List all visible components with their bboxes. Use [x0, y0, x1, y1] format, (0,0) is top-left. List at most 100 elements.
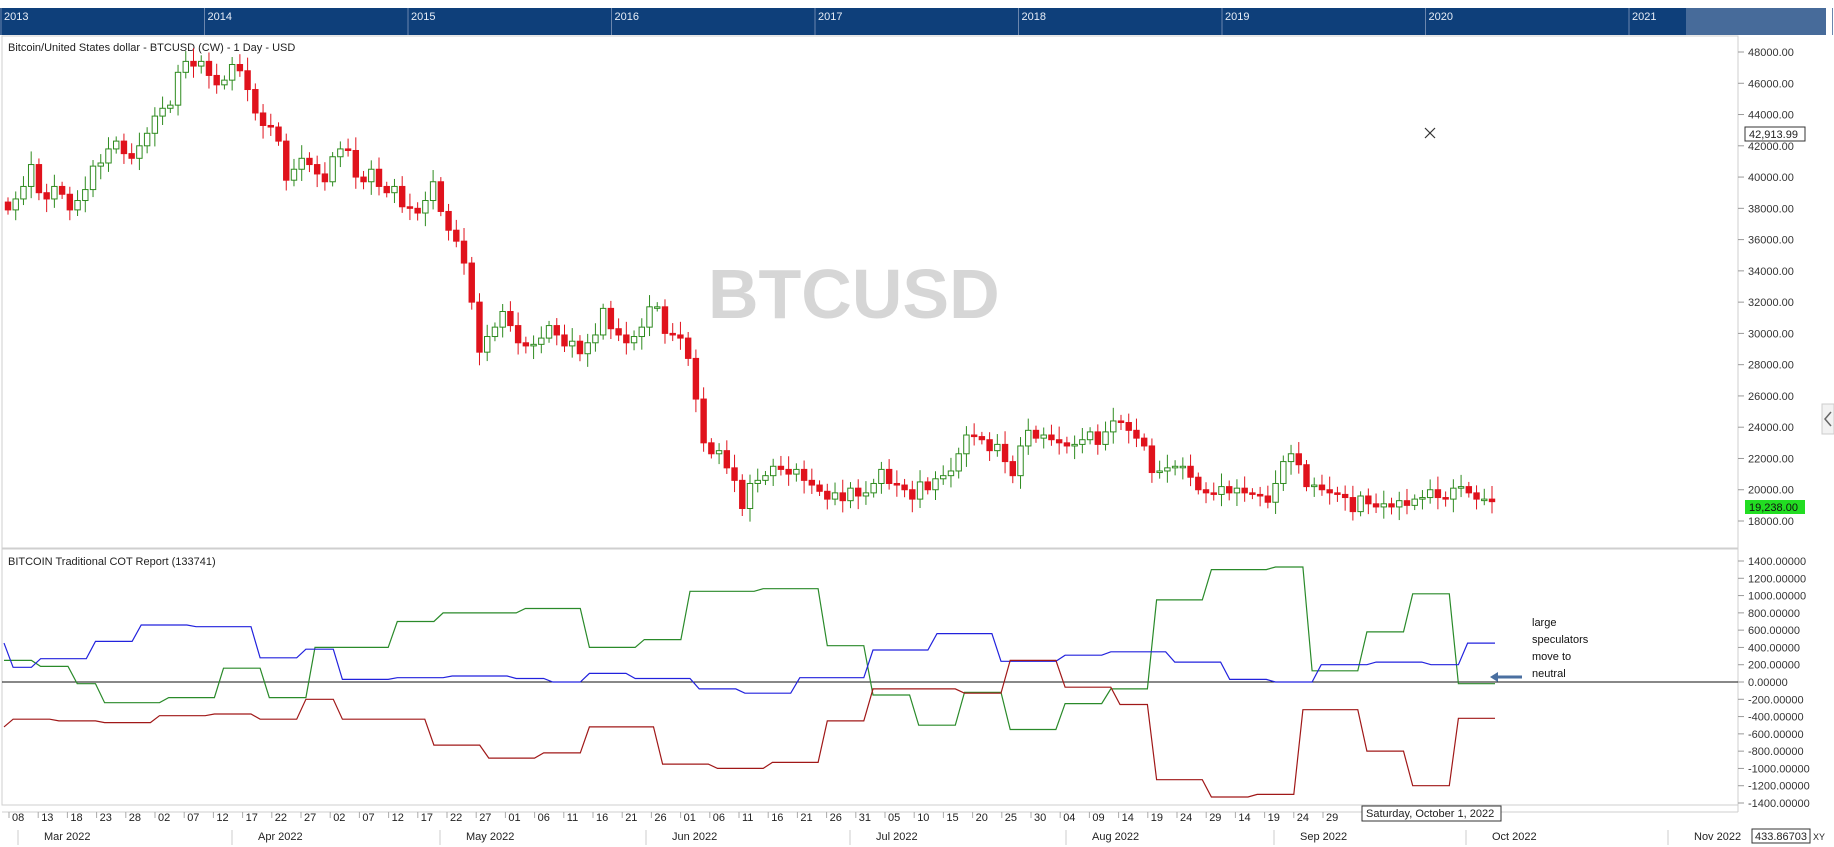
candle-body: [1171, 465, 1179, 469]
candle-body: [82, 189, 89, 202]
price-axis-label: 40000.00: [1748, 172, 1794, 184]
candle-body: [43, 192, 50, 200]
candle-body: [159, 107, 166, 117]
time-axis-day-label: 22: [450, 812, 462, 824]
price-axis: 48000.00 46000.00 44000.00 42000.00 40000.00…: [1738, 47, 1794, 528]
candle-body: [1040, 434, 1047, 439]
candle-body: [290, 168, 298, 181]
candle-body: [592, 334, 599, 344]
candle-body: [375, 168, 383, 187]
candle-body: [646, 306, 653, 328]
price-axis-label: 30000.00: [1748, 328, 1794, 340]
candle-body: [1357, 495, 1364, 513]
navigator-year-label: 2013: [4, 11, 28, 23]
candle-body: [51, 185, 58, 200]
candle-body: [530, 343, 537, 347]
cot-axis-label: -800.00000: [1748, 746, 1804, 758]
candle-body: [978, 436, 986, 441]
time-axis-day-label: 27: [304, 812, 316, 824]
navigator-selection-handle[interactable]: [1686, 8, 1826, 35]
watermark-symbol: BTCUSD: [708, 255, 1000, 333]
time-axis-month-labels: Mar 2022 Apr 2022 May 2022 Jun 2022 Jul 2022…: [17, 830, 1741, 845]
navigator-year-labels: 2013201420152016201720182019202020212022: [0, 8, 1833, 35]
navigator-year-label: 2017: [818, 11, 842, 23]
candle-body: [1017, 445, 1024, 477]
xy-toggle[interactable]: XY: [1813, 832, 1825, 842]
candle-body: [1032, 429, 1040, 439]
candle-body: [1442, 497, 1449, 500]
time-axis-day-label: 12: [392, 812, 404, 824]
candle-body: [383, 185, 390, 194]
cot-axis: 1400.00000 1200.00000 1000.00000 800.00000 6…: [1738, 556, 1810, 810]
time-axis-month-label: Apr 2022: [258, 831, 303, 843]
time-axis-day-label: 16: [596, 812, 608, 824]
navigator-year-label: 2020: [1429, 11, 1453, 23]
price-axis-label: 48000.00: [1748, 47, 1794, 59]
chart-annotation[interactable]: large speculators move to neutral: [1490, 617, 1589, 682]
candle-body: [940, 475, 947, 480]
candle-body: [932, 478, 939, 491]
time-axis-day-label: 14: [1122, 812, 1134, 824]
candle-body: [259, 112, 267, 126]
price-axis-label: 22000.00: [1748, 453, 1794, 465]
candle-body: [1256, 493, 1264, 497]
candle-body: [1457, 486, 1465, 489]
candle-body: [1195, 476, 1202, 491]
candle-body: [824, 490, 831, 500]
date-navigator[interactable]: 2013201420152016201720182019202020212022: [0, 8, 1834, 35]
candle-body: [406, 206, 414, 209]
last-price-label: 19,238.00: [1749, 502, 1798, 514]
candle-body: [1179, 465, 1187, 469]
cot-series-line-1: [4, 566, 1495, 731]
candle-body: [1110, 420, 1117, 433]
candle-body: [437, 181, 445, 212]
candle-body: [654, 306, 661, 309]
candle-body: [414, 207, 421, 214]
time-axis-day-label: 10: [917, 812, 929, 824]
navigator-year-label: 2018: [1022, 11, 1046, 23]
side-panel-toggle[interactable]: [1821, 403, 1834, 435]
crosshair-value-box: [1751, 828, 1811, 844]
candle-body: [491, 326, 499, 338]
candle-body: [476, 301, 483, 353]
candle-body: [113, 140, 120, 150]
candle-body: [576, 340, 584, 355]
candle-body: [816, 484, 823, 492]
time-axis-day-label: 01: [508, 812, 520, 824]
candle-body: [677, 334, 684, 339]
candle-body: [1249, 492, 1256, 495]
candle-body: [947, 470, 955, 477]
candle-body: [1488, 498, 1496, 503]
candle-body: [1411, 498, 1418, 506]
cot-axis-label: -1400.00000: [1748, 798, 1810, 810]
time-axis-day-label: 12: [216, 812, 228, 824]
candle-body: [468, 262, 475, 303]
chevron-left-icon: [1824, 411, 1832, 427]
candle-body: [793, 468, 800, 475]
candle-body: [74, 200, 81, 211]
candle-body: [1086, 431, 1094, 441]
cot-panel-title: BITCOIN Traditional COT Report (133741): [8, 556, 216, 568]
cot-series-line-2: [3, 624, 1495, 694]
candle-body: [1473, 492, 1480, 500]
candle-body: [708, 442, 715, 455]
cot-axis-label: 800.00000: [1748, 608, 1800, 620]
candle-body: [1048, 434, 1055, 441]
time-axis-day-label: 17: [421, 812, 433, 824]
candle-body: [970, 434, 978, 438]
cot-series-line-3: [3, 659, 1495, 798]
candle-body: [692, 357, 700, 400]
candle-body: [870, 482, 877, 494]
candle-body: [174, 71, 182, 106]
candle-body: [1318, 484, 1326, 491]
candlestick-series[interactable]: [4, 48, 1496, 522]
time-axis-day-label: 08: [12, 812, 24, 824]
candle-body: [1133, 429, 1140, 439]
candle-body: [66, 193, 74, 211]
cot-series[interactable]: [3, 566, 1495, 798]
candle-body: [831, 492, 839, 500]
time-axis-day-labels: 08 13 18 23 28 02 07 12 17 22 27 02 07 12 17 22 27 01 06 11…: [8, 812, 1338, 824]
candle-body: [89, 165, 97, 191]
candle-body: [128, 153, 135, 159]
